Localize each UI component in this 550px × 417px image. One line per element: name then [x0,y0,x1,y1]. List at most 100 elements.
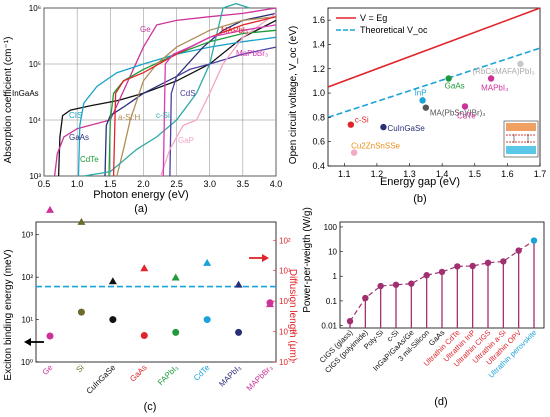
panel-a-series-label: CdS [180,89,196,98]
panel-c-left-tick-label: 10¹ [21,316,33,325]
panel-c-diffusion-marker [140,264,149,272]
panel-a-series-label: MaPbBr₃ [236,49,268,58]
panel-b-line [327,47,541,119]
panel-c-right-tick-label: 10⁻¹ [279,328,295,337]
panel-b-x-tick-label: 1.1 [338,169,351,179]
panel-c-exciton-marker [140,332,148,340]
panel-c: 10⁰ 10¹ 10² 10³ 10⁻² 10⁻¹ 10⁰ 10¹ 10² Ge SiCuInG… [3,205,298,413]
panel-c-diffusion-marker [234,280,243,288]
panel-d-y-tick-label: 10 [328,248,337,257]
panel-b-ylabel: Open circuit voltage, V_oc (eV) [288,26,299,164]
panel-c-right-tick-label: 10⁰ [279,297,291,306]
panel-a-series [53,2,277,177]
panel-c-markers [36,205,276,340]
panel-c-exciton-marker [77,308,85,316]
panel-b-point [419,97,426,104]
panel-a-series-line [104,12,277,177]
panel-b-y-ticks: 0.4 0.6 0.8 1.0 1.2 1.4 1.6 [312,15,331,171]
panel-a-x-tick-label: 2.5 [170,179,183,189]
panel-c-exciton-marker [172,328,180,336]
panel-a-caption: (a) [134,203,147,215]
panel-b-inset-diagram [503,120,539,158]
panel-b-legend: V = Eg Theoretical V_oc [336,13,428,35]
panel-b: 1.1 1.2 1.3 1.4 1.5 1.6 1.7 0.4 0.6 0.8 1.0 1.2 1.4… [288,7,546,205]
panel-d-marker [530,237,538,244]
panel-b-x-tick-label: 1.7 [534,169,547,179]
panel-b-x-ticks: 1.1 1.2 1.3 1.4 1.5 1.6 1.7 [338,163,546,179]
panel-a-series-label: CIS [69,111,82,120]
panel-a-series-line [77,36,277,177]
panel-a-x-tick-label: 3.0 [203,179,216,189]
panel-d-marker [500,258,507,265]
panel-a-series-label: GaAs [69,133,89,142]
panel-b-point-label: CuInGaSe [387,124,425,133]
panel-c-plot-frame [35,221,277,363]
panel-a-series-label: Ge [140,25,151,34]
panel-a: 0.5 1.0 1.5 2.0 2.5 3.0 3.5 4.0 10³ 10⁴ 10⁵ 10⁶ In… [3,2,283,215]
panel-c-left-y-ticks: 10⁰ 10¹ 10² 10³ [21,231,39,367]
panel-a-x-tick-label: 3.5 [237,179,250,189]
panel-d-y-tick-label: 0.01 [321,322,337,331]
panel-b-point-label: CdTe [457,111,476,120]
panel-b-legend-label: V = Eg [360,13,387,23]
panel-a-y-ticks: 10³ 10⁴ 10⁵ 10⁶ [29,4,42,181]
panel-b-x-tick-label: 1.3 [403,169,416,179]
panel-b-y-tick-label: 1.6 [312,15,325,25]
panel-a-series-label: CdTe [80,155,99,164]
panel-b-caption: (b) [413,193,426,205]
panel-a-y-tick-label: 10⁶ [29,4,41,13]
panel-c-category-label: GaAs [128,363,149,384]
panel-d-marker [515,247,522,254]
panel-b-point-label: InP [415,88,427,97]
panel-c-diffusion-marker [203,258,212,266]
panel-b-point [487,75,495,82]
panel-c-exciton-marker [109,316,117,324]
panel-d-marker [423,272,430,279]
panel-a-x-tick-label: 1.0 [71,179,84,189]
panel-c-diffusion-marker [77,217,86,225]
panel-b-point-label: MAPbI₃ [481,83,508,92]
panel-d-ylabel: Power-per-weigth (W/g) [302,207,313,313]
panel-b-x-tick-label: 1.6 [501,169,514,179]
panel-b-points: c-Si Cu2ZnSnSSe CuInGaSe InP MA(PbSn)(IBr)₃ G… [347,60,535,156]
panel-c-left-tick-label: 10² [21,273,33,282]
panel-d-marker [469,262,476,270]
panel-c-right-ylabel: Diffusion length (μm) [287,269,298,361]
panel-d-marker [346,317,354,325]
panel-d-y-tick-label: 100 [324,223,338,232]
panel-c-category-label: MAPbBr₃ [245,363,275,393]
panel-a-series-line [57,19,277,177]
panel-b-point [350,149,358,156]
panel-a-y-tick-label: 10³ [29,172,41,181]
panel-d-y-ticks: 0.01 0.1 1 10 100 [321,223,343,331]
panel-a-series-line [162,24,277,177]
panel-c-diffusion-marker [46,205,54,213]
panel-b-point-label: GaAs [445,81,465,90]
panel-d-marker [438,268,446,276]
panel-b-point-label: MA(PbSn)(IBr)₃ [430,109,486,118]
panel-b-y-tick-label: 1.0 [312,88,325,98]
panel-a-grid [43,7,277,177]
panel-a-x-tick-label: 1.5 [104,179,117,189]
panel-a-x-tick-label: 0.5 [38,179,51,189]
panel-a-x-tick-label: 2.0 [137,179,150,189]
panel-a-series-label: GaP [178,136,194,145]
panel-a-x-ticks: 0.5 1.0 1.5 2.0 2.5 3.0 3.5 4.0 [38,179,283,189]
panel-c-category-label: CdTe [192,363,212,383]
panel-c-left-arrow [24,338,44,346]
panel-b-point-label: (RbCsMAFA)PbI₃ [472,67,534,76]
panel-c-left-tick-label: 10³ [21,231,33,240]
panel-c-left-tick-label: 10⁰ [21,358,33,367]
panel-a-series-labels: InGaAs Ge CIS GaAs CdTe a-Si:H c-Si CdS GaP MAPbI… [12,25,268,164]
panel-a-y-tick-label: 10⁴ [29,116,42,125]
panel-d-marker [484,259,492,267]
panel-b-point [445,75,452,82]
panel-d-marker [377,282,384,290]
panel-b-y-tick-label: 1.2 [312,64,325,74]
panel-c-category-label: Ge [41,363,55,377]
panel-a-series-line [108,29,277,177]
panel-a-series-line [83,2,250,177]
panel-b-point [347,121,355,128]
panel-c-left-ylabel: Exciton binding energy (meV) [3,249,14,380]
panel-a-series-label: MAPbI₃ [221,26,248,35]
